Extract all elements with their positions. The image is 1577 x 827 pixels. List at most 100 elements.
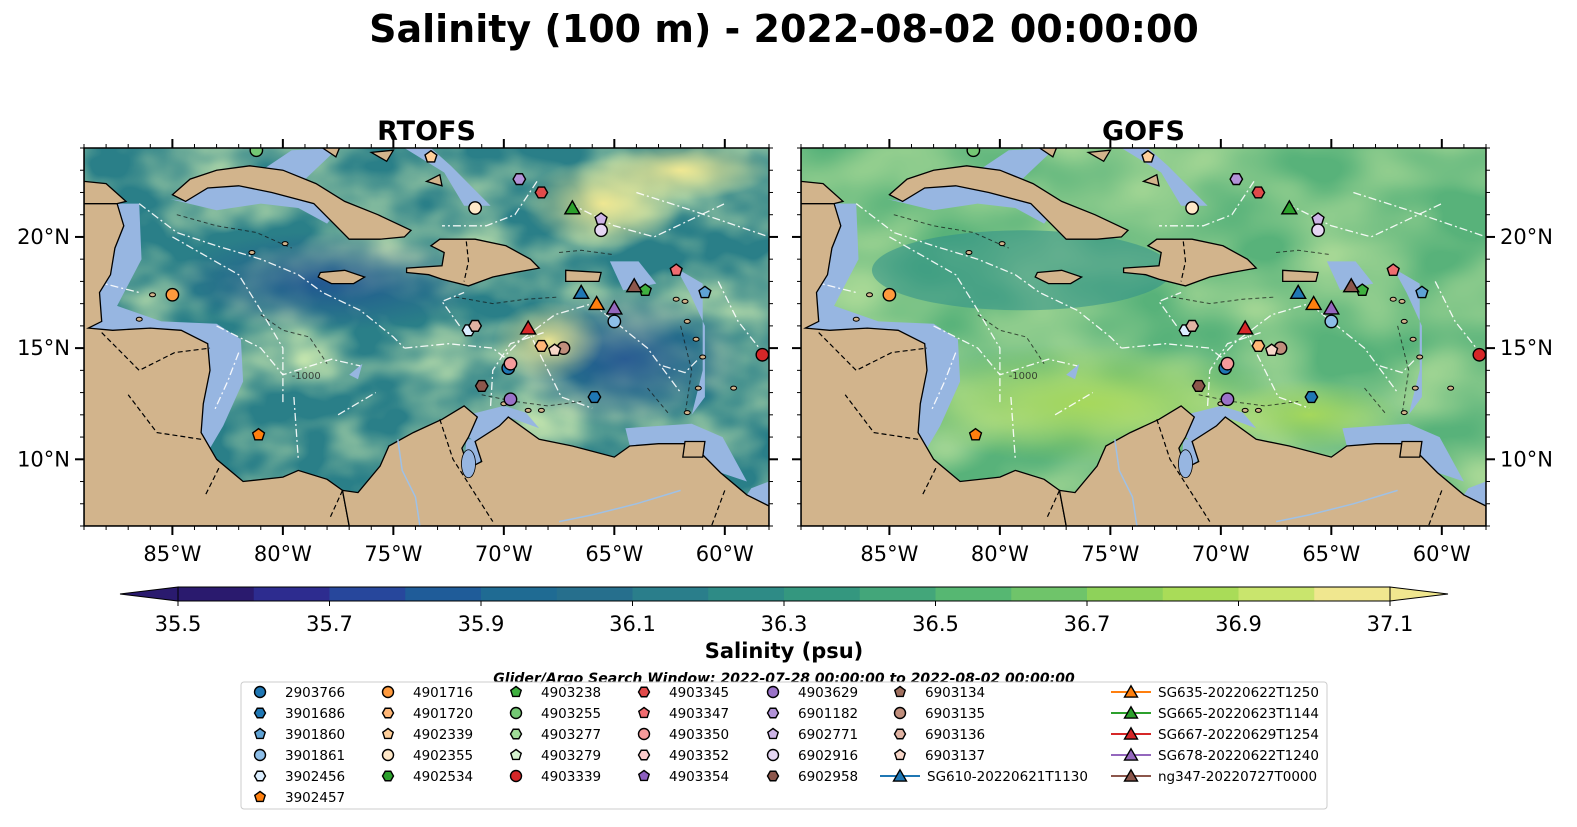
legend-marker — [253, 685, 267, 699]
eez-boundary — [636, 191, 769, 238]
legend-marker — [509, 706, 523, 720]
legend-item: 6901182 — [766, 706, 858, 722]
eez-boundary — [1206, 331, 1261, 406]
small-island — [1400, 410, 1408, 416]
small-island — [1416, 354, 1424, 360]
obs-6902958 — [1191, 379, 1206, 392]
legend-item: 4901716 — [381, 685, 473, 701]
colorbar-segment — [859, 587, 936, 601]
legend-label: 4901716 — [413, 685, 473, 701]
lat-tick-label: 10°N — [17, 447, 70, 471]
small-island — [681, 298, 689, 304]
legend-item: 6902916 — [766, 748, 858, 764]
contour-label: -1000 — [292, 371, 321, 382]
land — [565, 269, 602, 283]
eez-boundary — [293, 396, 299, 460]
obs-4903345 — [534, 186, 549, 199]
eez-boundary — [442, 181, 538, 227]
axis-ticks: 85°W 80°W 75°W 70°W 65°W 60°W 20°N 15°N 10°N — [17, 139, 778, 566]
national-border — [710, 490, 726, 526]
legend-item: 4902339 — [381, 727, 473, 743]
colorbar-tick-label: 36.3 — [761, 612, 808, 636]
obs-SG635-20220622T1250 — [587, 295, 606, 311]
small-island — [1400, 318, 1408, 324]
legend-marker — [381, 707, 395, 719]
obs-4903629 — [1220, 392, 1235, 407]
obs-SG610-20220621T1130 — [1289, 283, 1307, 300]
river — [558, 489, 681, 523]
small-island — [730, 385, 738, 391]
eez-boundary — [1379, 358, 1416, 374]
obs-4903238 — [638, 283, 652, 297]
lon-tick-label: 75°W — [1081, 542, 1139, 566]
legend-marker — [766, 770, 780, 782]
legend-label: 2903766 — [285, 685, 345, 701]
colorbar-extend-max — [1389, 586, 1449, 602]
small-island — [965, 250, 973, 256]
shelf-region — [1066, 363, 1080, 380]
obs-3902457 — [251, 427, 266, 441]
legend-label: 4903347 — [669, 706, 729, 722]
national-border — [844, 394, 919, 440]
small-island — [149, 292, 156, 298]
eez-boundary — [1010, 396, 1016, 460]
legend-marker — [1123, 747, 1139, 761]
legend-label: 3902456 — [285, 769, 345, 785]
land — [1086, 149, 1112, 163]
obs-4901720 — [1251, 339, 1266, 352]
map-panels: RTOFS -1000 85°W 80°W 75°W 70°W 65°W 60°W 20°N 15… — [17, 116, 1553, 566]
shelf-region — [609, 261, 657, 291]
small-island — [852, 316, 860, 322]
legend-label: 6901182 — [798, 706, 858, 722]
obs-4902355 — [468, 201, 483, 215]
eez-boundary — [1434, 281, 1483, 356]
national-border — [204, 467, 220, 496]
small-island — [1254, 407, 1262, 413]
obs-6903137 — [547, 343, 562, 357]
obs-4903347 — [1386, 263, 1400, 277]
small-island — [692, 336, 700, 342]
colorbar-tick-label: 36.5 — [912, 612, 959, 636]
eez-boundary — [930, 352, 957, 411]
land — [1034, 269, 1084, 285]
eez-boundary — [1353, 191, 1486, 238]
obs-SG678-20220622T1240 — [1322, 299, 1341, 315]
national-border — [127, 394, 202, 440]
lat-tick-label: 15°N — [1500, 336, 1553, 360]
legend-label: 4903279 — [541, 748, 601, 764]
colorbar-tick-label: 35.9 — [458, 612, 505, 636]
legend-marker — [253, 707, 267, 719]
legend-marker — [893, 706, 907, 720]
colorbar-segment — [708, 587, 785, 601]
eez-boundary — [1159, 181, 1255, 227]
eez-boundary — [525, 325, 593, 409]
legend-marker — [509, 748, 523, 761]
colorbar-tick-label: 36.1 — [609, 612, 656, 636]
colorbar-label: Salinity (psu) — [705, 639, 864, 663]
legend-marker — [1123, 684, 1139, 698]
legend-item: 4902355 — [381, 748, 473, 764]
lon-tick-label: 60°W — [1413, 542, 1471, 566]
legend-item: 3901860 — [253, 727, 345, 743]
shelf-region — [1393, 268, 1422, 415]
legend-label: SG678-20220622T1240 — [1158, 748, 1319, 764]
legend-label: 4903345 — [669, 685, 729, 701]
colorbar-segment — [1238, 587, 1315, 601]
land — [682, 440, 706, 458]
lon-tick-label: 80°W — [254, 542, 312, 566]
obs-SG635-20220622T1250 — [1304, 295, 1323, 311]
bathymetry-contour — [1397, 325, 1410, 415]
lat-tick-label: 20°N — [17, 225, 70, 249]
lat-tick-label: 10°N — [1500, 447, 1553, 471]
legend-label: 6903134 — [925, 685, 985, 701]
legend-marker — [637, 727, 651, 741]
shelf-region — [265, 148, 339, 184]
obs-4903339 — [755, 347, 769, 362]
legend-label: 3901686 — [285, 706, 345, 722]
legend-label: SG667-20220629T1254 — [1158, 727, 1319, 743]
legend-item: 4903350 — [637, 727, 729, 743]
land — [1282, 269, 1319, 283]
obs-3901861 — [607, 314, 622, 329]
colorbar-tick-label: 36.7 — [1064, 612, 1111, 636]
land — [1399, 440, 1423, 458]
